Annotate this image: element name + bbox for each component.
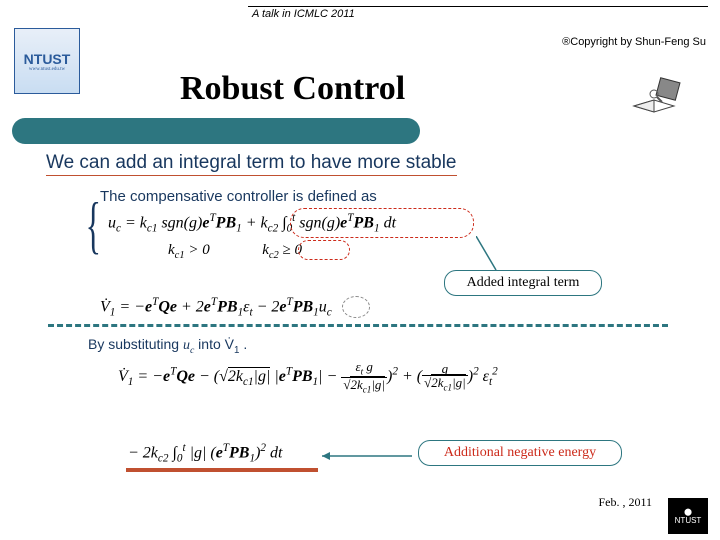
equation-negative-term: − 2kc2 ∫0t |g| (eTPB1)2 dt (128, 442, 282, 465)
logo-sub: www.ntust.edu.tw (29, 67, 65, 72)
footer-logo-text: NTUST (675, 516, 702, 525)
logo-text: NTUST (24, 51, 71, 67)
ntust-logo: NTUST www.ntust.edu.tw (14, 28, 80, 94)
title-bar (12, 118, 420, 144)
callout-negative-energy: Additional negative energy (418, 440, 622, 466)
footer-date: Feb. , 2011 (598, 495, 652, 510)
slide-title: Robust Control (180, 70, 405, 108)
negative-term-underline (126, 468, 318, 472)
callout-integral: Added integral term (444, 270, 602, 296)
book-icon (630, 76, 684, 118)
substitution-text: By substituting uc into V̇1 . (88, 336, 247, 356)
section-divider (48, 324, 668, 327)
kc2-highlight (298, 240, 350, 260)
callout-arrow-1 (476, 236, 516, 272)
header-rule (248, 6, 708, 7)
callout-arrow-2 (322, 450, 416, 462)
talk-label: A talk in ICMLC 2011 (252, 8, 355, 20)
copyright-label: ®Copyright by Shun-Feng Su (562, 36, 706, 48)
sub2-post: into (194, 336, 224, 352)
brace-icon: { (86, 188, 101, 262)
equation-vdot: V̇1 = −eTQe + 2eTPB1εt − 2eTPB1uc (100, 296, 332, 319)
main-statement: We can add an integral term to have more… (46, 152, 457, 176)
uc-circle (342, 296, 370, 318)
integral-term-highlight (290, 208, 474, 238)
equation-vdot-expanded: V̇1 = −eTQe − (√2kc1|g| |eTPB1| − εt g√2… (118, 360, 498, 394)
footer-logo: ⬤ NTUST (668, 498, 708, 534)
equation-k-conditions: kc1 > 0 kc2 ≥ 0 (168, 242, 302, 261)
controller-def-text: The compensative controller is defined a… (100, 188, 377, 205)
sub2-pre: By substituting (88, 336, 183, 352)
